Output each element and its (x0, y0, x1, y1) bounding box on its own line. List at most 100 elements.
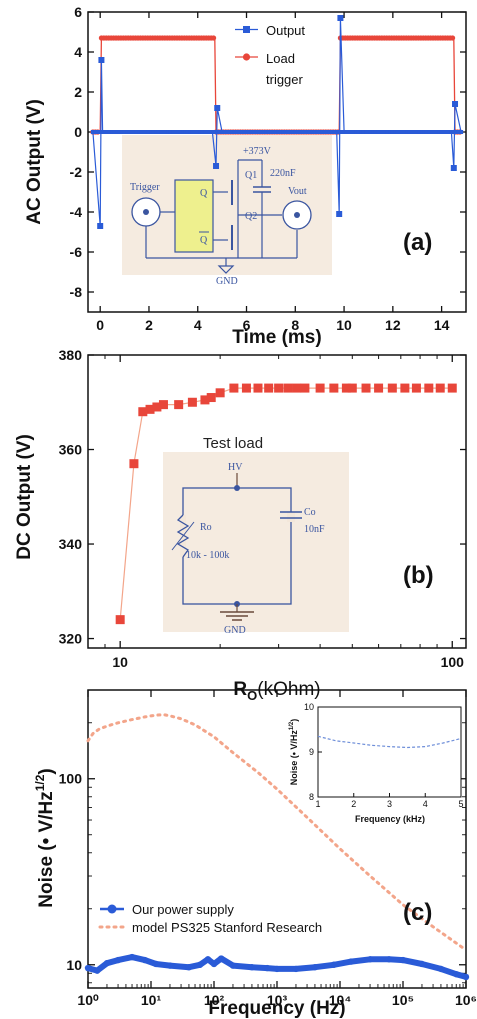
output-point (156, 130, 161, 134)
y-tick-label: -8 (70, 284, 83, 300)
output-point (210, 130, 215, 134)
data-point (329, 383, 339, 393)
data-point (400, 383, 410, 393)
panel-b-frame (87, 354, 467, 649)
panel-c-data (84, 713, 470, 981)
output-point (449, 130, 454, 134)
output-point (415, 130, 420, 134)
inset-x-tick-label: 5 (458, 799, 463, 809)
our-supply-point (418, 960, 426, 968)
panel-a-frame (87, 11, 467, 313)
output-point (256, 130, 261, 134)
panel-b-x-title-sub: O (247, 688, 257, 703)
output-point (266, 130, 271, 134)
x-tick-label: 8 (291, 317, 299, 333)
our-supply-point (114, 956, 122, 964)
output-point (364, 130, 369, 134)
output-point (317, 130, 322, 134)
data-point (158, 400, 168, 410)
variable-arrow (171, 521, 195, 551)
output-spike-point (214, 105, 221, 111)
data-point (187, 397, 197, 407)
inset-y-tick-label: 9 (309, 747, 314, 757)
output-point (400, 130, 405, 134)
data-point (424, 383, 434, 393)
output-point (298, 130, 303, 134)
output-point (446, 130, 451, 134)
output-point (434, 130, 439, 134)
output-point (217, 130, 222, 134)
y-tick-label: 6 (74, 4, 82, 20)
x-tick-label: 2 (145, 317, 153, 333)
output-point (388, 130, 393, 134)
q-label: Q (200, 188, 208, 199)
q1-label: Q1 (245, 170, 257, 181)
output-point (390, 130, 395, 134)
output-point (439, 130, 444, 134)
output-point (324, 130, 329, 134)
output-point (315, 130, 320, 134)
co-label: Co (304, 507, 316, 518)
gnd-label: GND (216, 276, 238, 287)
output-point (181, 130, 186, 134)
our-supply-point (141, 956, 149, 964)
output-point (134, 130, 139, 134)
output-point (405, 130, 410, 134)
data-point (300, 383, 310, 393)
panel-b-ticks: 10 100 320 340 360 380 (59, 347, 466, 670)
our-supply-point (453, 970, 460, 978)
x-tick-label: 10 (336, 317, 352, 333)
data-point (241, 383, 251, 393)
output-point (173, 130, 178, 134)
output-point (295, 130, 300, 134)
our-supply-point (462, 973, 470, 981)
panel-b-data (115, 383, 457, 625)
output-point (205, 130, 210, 134)
output-point (459, 130, 464, 134)
output-spike-point (450, 165, 457, 171)
output-point (229, 130, 234, 134)
panel-a-circuit-inset: Trigger Q Q Q1 Q2 +373V 220nF Vout (122, 135, 332, 287)
x-tick-label: 10⁴ (329, 992, 352, 1008)
panel-a-ticks: 0 2 4 6 8 10 12 14 -8 -6 -4 -2 0 2 4 6 (70, 4, 466, 333)
x-tick-label: 12 (385, 317, 401, 333)
output-point (376, 130, 381, 134)
our-supply-point (210, 960, 218, 968)
output-point (368, 130, 373, 134)
output-point (312, 130, 317, 134)
output-point (417, 130, 422, 134)
data-point (411, 383, 421, 393)
output-point (432, 130, 437, 134)
output-point (320, 130, 325, 134)
panel-c: 10⁰ 10¹ 10² 10³ 10⁴ 10⁵ 10⁶ 10 100 Noise (• V/Hz… (33, 689, 477, 1019)
gnd-label: GND (224, 625, 246, 636)
y-tick-label: 380 (59, 347, 83, 363)
our-supply-point (204, 956, 212, 963)
data-point (361, 383, 371, 393)
output-point (334, 130, 339, 134)
panel-c-y-title-close: ) (36, 768, 57, 774)
hv-label: +373V (243, 146, 272, 157)
x-tick-label: 10⁶ (455, 992, 477, 1008)
data-point (374, 383, 384, 393)
data-point (138, 407, 148, 417)
legend-label-load-trigger: trigger (266, 72, 304, 87)
inset-y-tick-label: 8 (309, 792, 314, 802)
x-tick-label: 10⁰ (77, 992, 99, 1008)
output-point (454, 130, 459, 134)
series-line-our-supply (87, 954, 467, 980)
data-point (447, 383, 457, 393)
output-point (288, 130, 293, 134)
our-supply-point (292, 965, 300, 973)
output-point (107, 130, 112, 134)
data-point (315, 383, 325, 393)
output-point (327, 130, 332, 134)
output-point (112, 130, 117, 134)
output-point (293, 130, 298, 134)
panel-a: 0 2 4 6 8 10 12 14 -8 -6 -4 -2 0 2 4 6 AC Output (V) Ti… (24, 4, 467, 348)
output-point (117, 130, 122, 134)
data-point (283, 383, 293, 393)
output-point (129, 130, 134, 134)
output-point (251, 130, 256, 134)
